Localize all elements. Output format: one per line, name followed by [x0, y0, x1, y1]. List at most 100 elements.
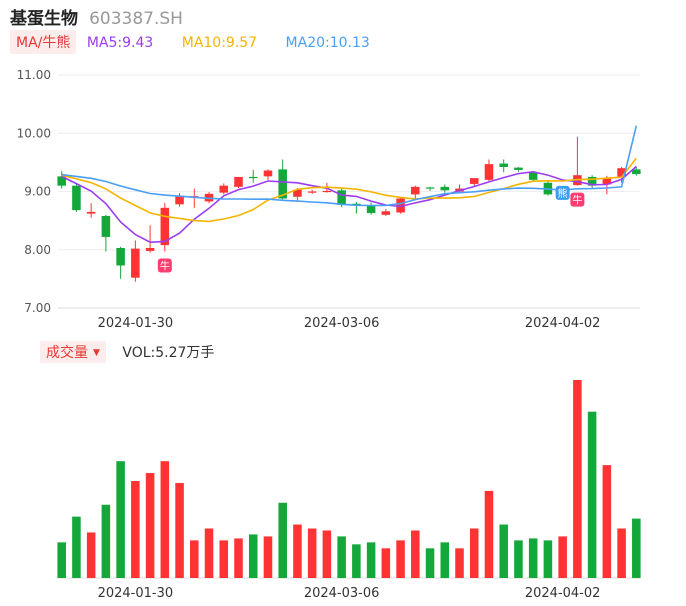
- y-tick-label: 9.00: [24, 185, 51, 199]
- x-tick-label: 2024-03-06: [304, 316, 380, 331]
- volume-bar: [322, 530, 332, 578]
- volume-bar: [425, 548, 435, 578]
- volume-x-tick-label: 2024-04-02: [525, 586, 601, 601]
- volume-bar: [86, 532, 96, 578]
- candle-body: [101, 215, 111, 237]
- volume-bar: [411, 530, 420, 578]
- caret-down-icon: ▼: [93, 348, 100, 358]
- volume-indicator-selector[interactable]: 成交量 ▼: [40, 341, 106, 363]
- x-tick-label: 2024-01-30: [98, 316, 174, 331]
- volume-bar: [307, 528, 317, 578]
- candle-body: [57, 176, 66, 186]
- candle-body: [632, 169, 641, 175]
- stock-name: 基蛋生物: [10, 9, 78, 29]
- candle-body: [263, 170, 273, 177]
- candle-body: [528, 172, 538, 180]
- volume-bar: [219, 540, 229, 578]
- candle-body: [484, 164, 494, 180]
- candle-body: [381, 211, 391, 215]
- volume-bar: [337, 536, 346, 578]
- volume-value: VOL:5.27万手: [122, 345, 215, 361]
- candle-body: [396, 198, 405, 213]
- signal-marker: [555, 185, 570, 200]
- volume-bar: [632, 518, 641, 578]
- volume-legend: 成交量 ▼ VOL:5.27万手: [40, 341, 214, 363]
- volume-bar: [204, 528, 214, 578]
- x-tick-label: 2024-04-02: [525, 316, 601, 331]
- signal-marker-label: 熊: [558, 187, 568, 200]
- volume-bar: [278, 502, 287, 578]
- volume-bar: [499, 524, 508, 578]
- candle-body: [116, 248, 125, 266]
- volume-bar: [72, 516, 81, 578]
- candle-body: [86, 211, 96, 214]
- candle-body: [602, 178, 612, 185]
- volume-bar: [190, 540, 199, 578]
- stock-header: 基蛋生物 603387.SH: [10, 4, 183, 29]
- volume-bar: [248, 534, 258, 578]
- signal-marker: [570, 192, 585, 207]
- candle-body: [617, 168, 626, 177]
- ma20-value: MA20:10.13: [285, 35, 370, 51]
- candle-body: [219, 185, 229, 193]
- candle-body: [352, 203, 361, 205]
- candle-body: [337, 190, 346, 205]
- ma20-line: [61, 125, 638, 207]
- volume-bar: [455, 548, 464, 578]
- ma-indicator-selector[interactable]: MA/牛熊: [10, 30, 77, 54]
- y-tick-label: 8.00: [24, 243, 51, 257]
- volume-bar: [484, 490, 494, 578]
- volume-bar: [469, 528, 479, 578]
- signal-marker-label: 牛: [160, 259, 170, 272]
- volume-bar: [293, 524, 302, 578]
- volume-bar: [558, 536, 567, 578]
- candle-body: [411, 186, 420, 195]
- volume-bar: [116, 461, 125, 578]
- candle-body: [278, 169, 287, 199]
- volume-bar: [381, 548, 391, 578]
- volume-bar: [617, 528, 626, 578]
- candle-body: [587, 176, 597, 186]
- volume-bar: [440, 542, 450, 578]
- ma5-value: MA5:9.43: [86, 35, 154, 51]
- volume-bar: [145, 473, 155, 578]
- candle-body: [440, 186, 450, 191]
- volume-bar: [587, 411, 597, 578]
- candle-body: [293, 189, 302, 197]
- ma10-line: [61, 157, 637, 223]
- signal-marker-label: 牛: [572, 194, 582, 207]
- volume-bar: [352, 544, 361, 578]
- volume-bar: [396, 540, 405, 578]
- candle-body: [175, 195, 184, 205]
- volume-bar: [514, 540, 523, 578]
- volume-x-tick-label: 2024-01-30: [98, 586, 174, 601]
- volume-bar: [101, 504, 111, 578]
- candle-body: [72, 185, 81, 211]
- y-tick-label: 11.00: [17, 68, 51, 82]
- candle-body: [248, 176, 258, 179]
- ma10-value: MA10:9.57: [181, 35, 258, 51]
- volume-bar: [573, 380, 582, 578]
- candle-body: [469, 178, 479, 184]
- candle-body: [131, 248, 140, 278]
- candle-body: [366, 206, 376, 214]
- volume-bar: [543, 540, 553, 578]
- volume-bar: [263, 536, 273, 578]
- volume-x-tick-label: 2024-03-06: [304, 586, 380, 601]
- volume-bar: [528, 538, 538, 578]
- volume-selector-label: 成交量: [46, 345, 88, 361]
- signal-marker: [157, 258, 172, 273]
- ma5-line: [61, 165, 637, 244]
- volume-bar: [175, 482, 184, 578]
- candle-body: [307, 191, 317, 193]
- ma-legend: MA/牛熊 MA5:9.43 MA10:9.57 MA20:10.13: [10, 30, 394, 54]
- candle-body: [514, 167, 523, 170]
- candle-body: [322, 190, 332, 193]
- candle-body: [499, 163, 508, 168]
- volume-bar: [57, 542, 66, 578]
- stock-code: 603387.SH: [89, 9, 183, 29]
- candle-body: [425, 187, 435, 189]
- candle-body: [145, 248, 155, 251]
- y-tick-label: 7.00: [24, 301, 51, 315]
